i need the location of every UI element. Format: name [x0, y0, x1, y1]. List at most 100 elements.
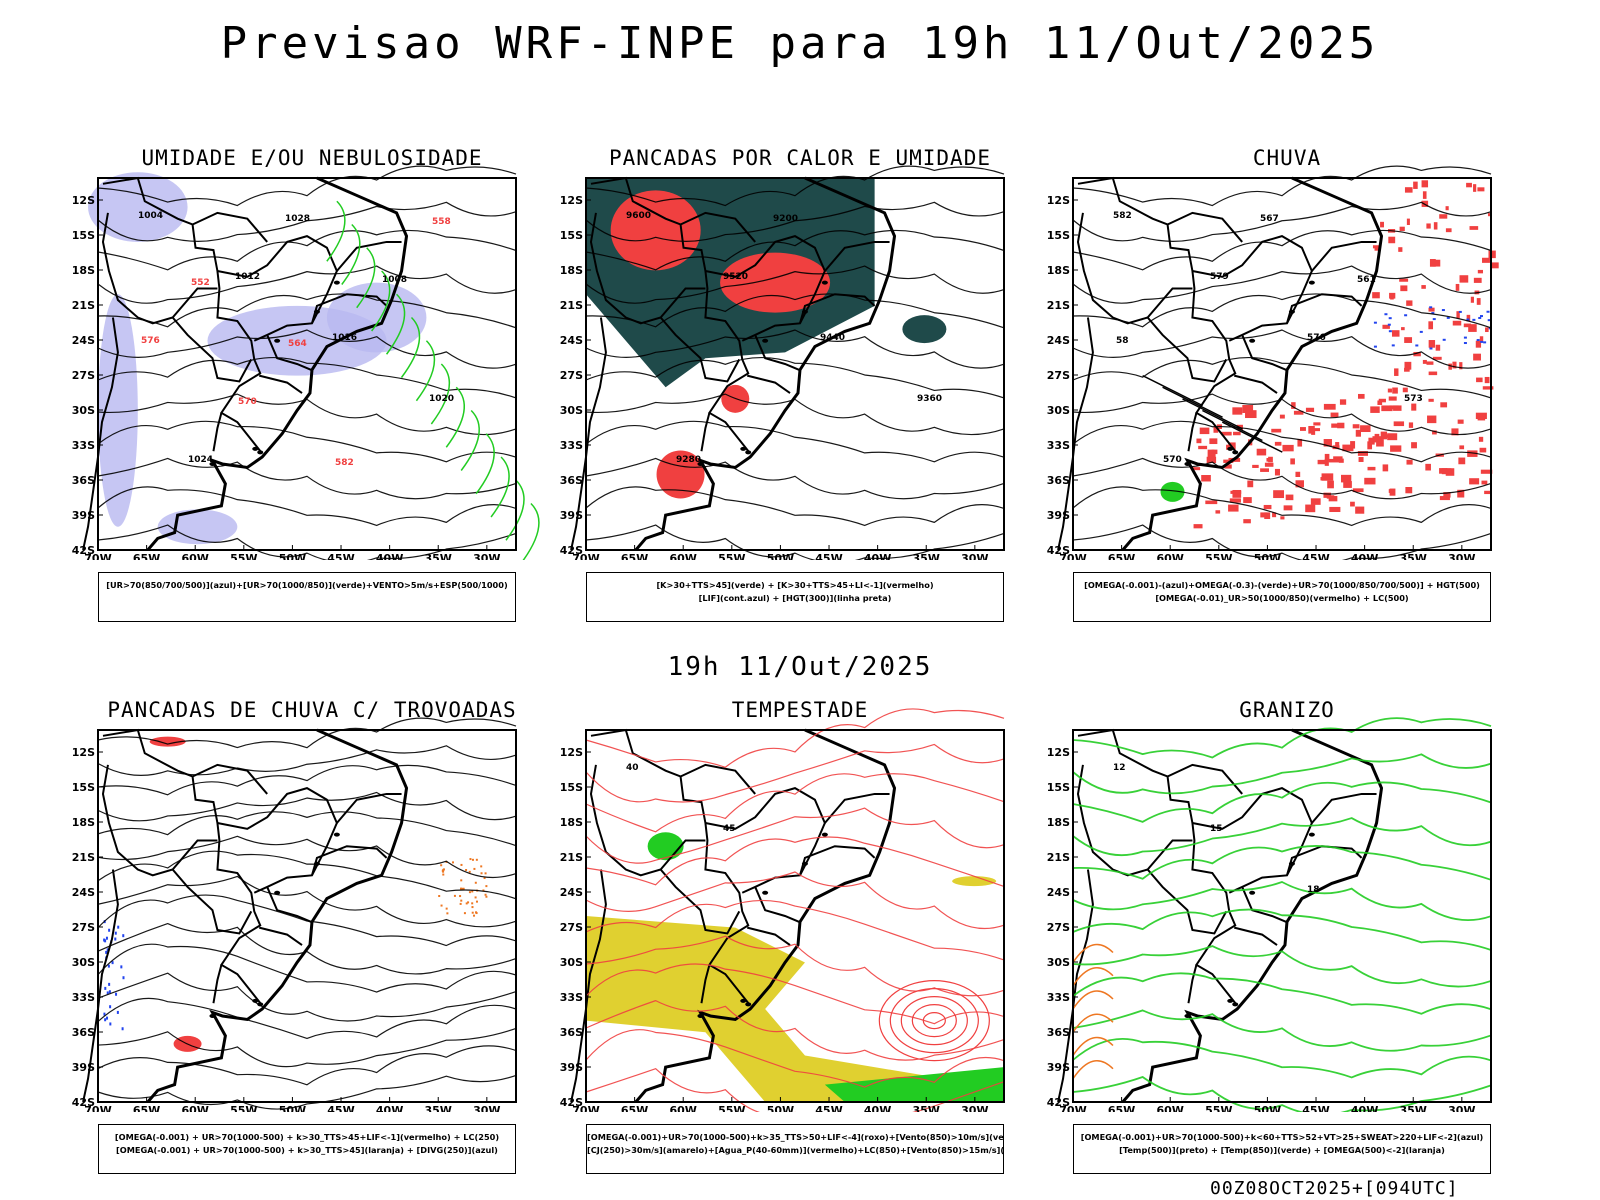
border-line — [705, 235, 826, 342]
storm-cell — [445, 907, 448, 910]
lat-tick-label: 39S — [560, 1061, 583, 1074]
rain-cell — [1243, 497, 1252, 504]
border-line — [589, 764, 706, 877]
lat-tick-label: 36S — [560, 474, 583, 487]
storm-cell — [108, 928, 111, 932]
border-line — [102, 176, 263, 455]
rain-cell — [1381, 405, 1393, 412]
lon-tick-label: 65W — [1108, 1104, 1135, 1112]
lake — [1184, 1013, 1191, 1018]
lat-tick-label: 21S — [72, 299, 95, 312]
rain-cell — [1459, 445, 1465, 450]
jet-area — [952, 876, 997, 887]
rain-cell — [1364, 477, 1376, 485]
lat-tick-label: 27S — [1047, 369, 1070, 382]
rain-cell — [1486, 310, 1490, 313]
contour-line — [1072, 393, 1492, 436]
rain-cell — [1404, 361, 1412, 370]
rain-cell — [1405, 487, 1413, 494]
storm-cell — [485, 895, 488, 898]
rain-cell — [1343, 481, 1352, 488]
lon-tick-label: 30W — [961, 1104, 988, 1112]
storm-cell — [442, 868, 445, 871]
forecast-map: 1004 1012 1016 1020 1024 1028 1008 576 570 582 558… — [72, 165, 540, 560]
storm-cell — [451, 861, 454, 864]
lon-tick-label: 45W — [815, 552, 842, 560]
lake — [257, 450, 264, 455]
contour-line — [97, 329, 517, 369]
rain-cell — [1352, 424, 1360, 429]
humidity-contour — [490, 456, 510, 518]
storm-cell — [103, 1012, 106, 1016]
lake — [1227, 998, 1234, 1003]
lat-tick-label: 12S — [1047, 746, 1070, 759]
storm-cell — [480, 872, 483, 875]
panel-trovoadas: PANCADAS DE CHUVA C/ TROVOADAS 12S 15S 18S… — [72, 552, 552, 1174]
lake — [821, 280, 828, 285]
lat-tick-label: 36S — [1047, 1026, 1070, 1039]
contour-line — [585, 357, 1005, 399]
contour-line — [97, 1045, 517, 1086]
border-line — [1187, 964, 1198, 1004]
rain-cell — [1380, 221, 1384, 228]
rain-cell — [1469, 226, 1479, 230]
rain-cell — [1242, 405, 1254, 413]
humidity-contour — [415, 340, 436, 402]
storm-cell — [106, 948, 109, 952]
border-line — [102, 728, 263, 1007]
contour-line — [97, 357, 517, 399]
lon-tick-label: 50W — [767, 552, 794, 560]
rain-cell — [1394, 368, 1399, 376]
lon-tick-label: 35W — [425, 1104, 452, 1112]
lat-tick-label: 21S — [72, 851, 95, 864]
rain-cell — [1326, 495, 1335, 499]
temp-contour — [1072, 943, 1114, 963]
lat-tick-label: 33S — [1047, 991, 1070, 1004]
border-line — [1241, 334, 1287, 371]
contour-label: 12 — [1113, 763, 1126, 773]
border-line — [1233, 374, 1278, 394]
rain-cell — [1481, 480, 1488, 485]
rain-cell — [1402, 387, 1408, 393]
forecast-map: 40 45 12S 15S 18S 21S 24S 27S 30S 33S 36S 39S 42S70W… — [560, 708, 1005, 1112]
border-line — [1286, 845, 1363, 876]
storm-cell — [484, 872, 487, 875]
rain-cell — [1452, 361, 1457, 369]
lat-tick-label: 39S — [1047, 509, 1070, 522]
contour-line — [97, 486, 517, 527]
storm-cell — [474, 896, 477, 899]
low-pressure-ring — [922, 1012, 946, 1030]
panel-legend: [OMEGA(-0.001)+UR>70(1000-500)+k>35_TTS>… — [586, 1124, 1004, 1174]
storm-cell — [483, 877, 486, 880]
rain-cell — [1475, 340, 1482, 348]
lon-tick-label: 45W — [1302, 552, 1329, 560]
rain-cell — [1297, 438, 1303, 447]
rain-cell — [1305, 504, 1316, 513]
contour-line — [1072, 845, 1492, 881]
legend-line: [OMEGA(-0.001) + UR>70(1000-500) + k>30_… — [116, 1145, 498, 1155]
red-area — [610, 190, 701, 271]
lon-tick-label: 40W — [864, 1104, 891, 1112]
lon-tick-label: 50W — [279, 552, 306, 560]
contour-line — [97, 922, 517, 975]
lat-tick-label: 21S — [560, 299, 583, 312]
rain-cell — [1295, 471, 1301, 477]
rain-cell — [1456, 311, 1460, 319]
lake — [1249, 890, 1256, 895]
contour-label: 9520 — [723, 272, 748, 282]
rain-cell — [1266, 457, 1271, 462]
lon-tick-label: 70W — [572, 552, 599, 560]
rain-cell — [1476, 298, 1481, 305]
lake — [252, 446, 259, 451]
storm-cell — [471, 902, 474, 905]
rain-cell — [1324, 453, 1330, 462]
contour-line — [1142, 374, 1204, 407]
humidity-contour — [400, 316, 421, 378]
contour-label: 45 — [723, 824, 736, 834]
rain-cell — [1272, 512, 1277, 518]
rain-cell — [1206, 456, 1217, 463]
lake — [274, 338, 281, 343]
border-line — [824, 792, 890, 824]
rain-cell — [1399, 226, 1405, 231]
lon-tick-label: 35W — [913, 1104, 940, 1112]
